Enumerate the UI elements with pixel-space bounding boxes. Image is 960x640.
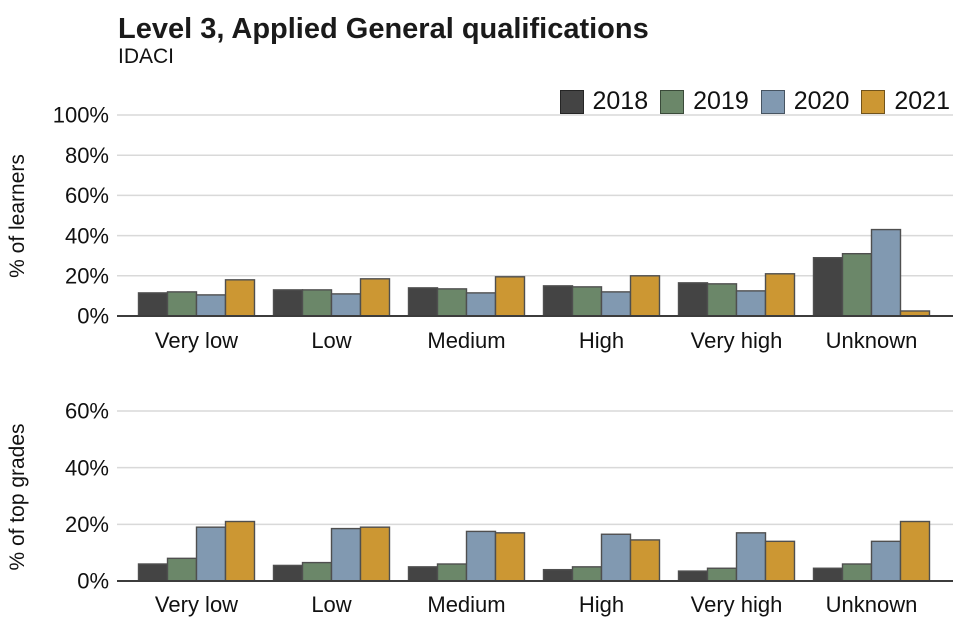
bar-2020-unknown xyxy=(870,540,902,582)
legend-label-2021: 2021 xyxy=(894,87,950,115)
bar-2018-very-high xyxy=(677,282,709,317)
bar-2018-high xyxy=(542,568,574,582)
x-category-label: Very low xyxy=(155,592,238,617)
bar-2020-very-low xyxy=(195,526,227,582)
bar-2020-very-low xyxy=(195,294,227,317)
legend-label-2020: 2020 xyxy=(793,87,850,115)
y-tick-label: 20% xyxy=(65,264,109,289)
legend-item-2018: 2018 xyxy=(559,87,649,116)
y-axis-title-learners: % of learners xyxy=(6,154,29,278)
x-category-label: Very high xyxy=(691,592,783,617)
bar-2019-low xyxy=(301,289,333,317)
bar-2019-medium xyxy=(436,563,468,582)
x-category-label: High xyxy=(579,328,624,353)
y-tick-label: 100% xyxy=(53,103,109,128)
legend-label-2018: 2018 xyxy=(592,87,649,115)
x-category-label: High xyxy=(579,592,624,617)
bar-2019-medium xyxy=(436,288,468,317)
chart-subtitle: IDACI xyxy=(118,45,175,68)
legend-item-2019: 2019 xyxy=(660,87,749,116)
legend-label-2019: 2019 xyxy=(693,87,749,115)
bar-2019-unknown xyxy=(841,563,873,582)
legend: 2018 2019 2020 2021 xyxy=(559,87,950,116)
bar-2018-unknown xyxy=(812,567,844,582)
x-category-label: Unknown xyxy=(826,592,918,617)
bar-2019-low xyxy=(301,561,333,582)
bar-2019-very-high xyxy=(706,283,738,317)
bar-2018-low xyxy=(272,289,304,317)
legend-swatch-2021 xyxy=(861,89,886,114)
bar-2020-very-high xyxy=(735,290,767,317)
bar-2019-high xyxy=(571,286,603,317)
legend-item-2020: 2020 xyxy=(760,87,850,116)
legend-swatch-2019 xyxy=(660,89,685,114)
x-category-label: Unknown xyxy=(826,328,918,353)
bar-2019-very-high xyxy=(706,567,738,582)
x-category-label: Very high xyxy=(691,328,783,353)
chart-title: Level 3, Applied General qualifications xyxy=(118,13,649,45)
bar-2021-high xyxy=(629,539,661,582)
x-category-label: Low xyxy=(311,328,351,353)
bar-2020-low xyxy=(330,527,362,582)
bar-2018-very-high xyxy=(677,570,709,582)
bar-2020-high xyxy=(600,291,632,317)
bar-2021-very-low xyxy=(224,520,256,582)
y-tick-label: 40% xyxy=(65,455,109,480)
y-tick-label: 80% xyxy=(65,143,109,168)
x-category-label: Very low xyxy=(155,328,238,353)
bar-2020-very-high xyxy=(735,532,767,582)
bar-2021-medium xyxy=(494,276,526,317)
bar-2018-medium xyxy=(407,566,439,582)
bar-2020-medium xyxy=(465,292,497,317)
bar-2020-low xyxy=(330,293,362,317)
bar-2021-very-low xyxy=(224,279,256,317)
bar-2020-unknown xyxy=(870,228,902,317)
y-tick-label: 40% xyxy=(65,223,109,248)
bar-2019-very-low xyxy=(166,557,198,582)
x-category-label: Low xyxy=(311,592,351,617)
x-category-label: Medium xyxy=(427,592,505,617)
bar-2018-low xyxy=(272,564,304,582)
y-tick-label: 0% xyxy=(77,304,109,329)
bar-2020-medium xyxy=(465,530,497,582)
bar-2018-high xyxy=(542,285,574,317)
bar-2021-very-high xyxy=(764,273,796,317)
bar-2018-very-low xyxy=(137,292,169,317)
x-category-label: Medium xyxy=(427,328,505,353)
bar-2021-low xyxy=(359,278,391,317)
bar-2018-very-low xyxy=(137,563,169,582)
bar-2021-unknown xyxy=(899,520,931,582)
bar-2018-unknown xyxy=(812,257,844,317)
bar-2020-high xyxy=(600,533,632,582)
legend-swatch-2018 xyxy=(559,89,584,114)
bar-2021-high xyxy=(629,275,661,317)
bar-2019-unknown xyxy=(841,252,873,317)
bar-2021-low xyxy=(359,526,391,582)
bar-2021-medium xyxy=(494,532,526,582)
bar-2021-very-high xyxy=(764,540,796,582)
y-tick-label: 0% xyxy=(77,569,109,594)
bar-2019-high xyxy=(571,566,603,582)
legend-swatch-2020 xyxy=(760,89,785,114)
y-tick-label: 60% xyxy=(65,183,109,208)
bar-2019-very-low xyxy=(166,291,198,317)
bar-2018-medium xyxy=(407,287,439,317)
y-tick-label: 20% xyxy=(65,512,109,537)
legend-item-2021: 2021 xyxy=(861,87,950,116)
y-axis-title-top-grades: % of top grades xyxy=(6,423,29,570)
y-tick-label: 60% xyxy=(65,399,109,424)
